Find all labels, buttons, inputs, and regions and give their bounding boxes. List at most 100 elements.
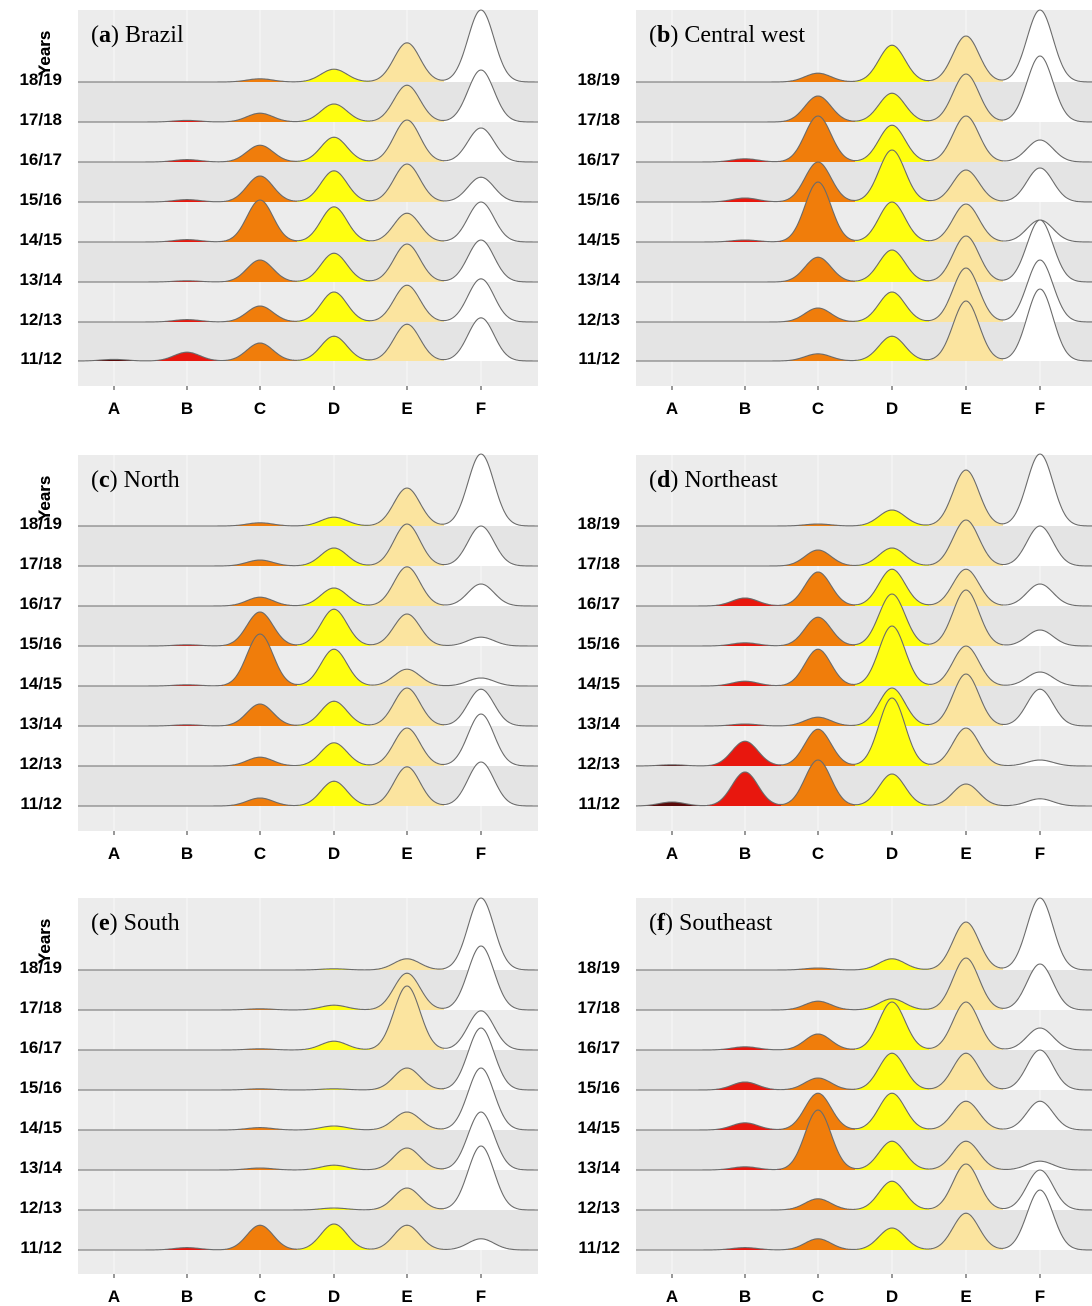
year-label: 14/15 xyxy=(577,230,620,249)
series-16-17 xyxy=(636,115,1092,163)
area-F xyxy=(444,177,518,202)
year-label: 11/12 xyxy=(20,1238,62,1257)
series-18-19 xyxy=(636,453,1092,527)
series-18-19 xyxy=(636,9,1092,83)
year-label: 11/12 xyxy=(20,794,62,813)
year-label: 13/14 xyxy=(577,714,620,733)
series-12-13 xyxy=(78,713,538,767)
area-E xyxy=(370,614,444,646)
area-D xyxy=(297,609,371,646)
series-13-14 xyxy=(78,687,538,727)
ridge-outline xyxy=(636,589,1092,647)
x-tick-label: C xyxy=(254,1287,266,1306)
area-D xyxy=(855,1002,929,1050)
x-tick-label: C xyxy=(812,844,824,863)
year-label: 12/13 xyxy=(19,754,62,773)
area-C xyxy=(223,560,297,566)
year-label: 13/14 xyxy=(19,714,62,733)
area-C xyxy=(781,1078,855,1090)
year-label: 12/13 xyxy=(577,754,620,773)
area-B xyxy=(150,352,224,361)
area-F xyxy=(1003,454,1077,526)
area-D xyxy=(855,569,929,606)
ridge-outline xyxy=(636,625,1092,687)
year-label: 17/18 xyxy=(19,110,62,129)
ridge-outline xyxy=(636,568,1092,607)
area-E xyxy=(370,1148,444,1170)
area-F xyxy=(444,1112,518,1170)
year-label: 17/18 xyxy=(577,554,620,573)
ridge-outline xyxy=(636,453,1092,527)
ridge-outline xyxy=(636,673,1092,727)
year-label: 16/17 xyxy=(577,150,620,169)
year-label: 11/12 xyxy=(578,1238,620,1257)
area-F xyxy=(1003,168,1077,202)
series-11-12 xyxy=(635,759,1092,807)
area-C xyxy=(781,617,855,646)
area-D xyxy=(855,336,929,361)
series-13-14 xyxy=(636,219,1092,283)
area-F xyxy=(1003,1161,1077,1170)
x-tick-label: A xyxy=(666,1287,678,1306)
ridge-outline xyxy=(636,181,1092,243)
panel-title: (e) South xyxy=(91,910,180,936)
ridge-outline xyxy=(78,523,538,567)
year-label: 11/12 xyxy=(578,794,620,813)
year-label: 16/17 xyxy=(577,1038,620,1057)
x-tick-label: B xyxy=(181,399,193,418)
x-tick-label: A xyxy=(108,844,120,863)
year-label: 16/17 xyxy=(19,150,62,169)
area-D xyxy=(297,649,371,686)
area-E xyxy=(929,1141,1003,1170)
y-axis-title: Years xyxy=(35,476,54,521)
area-C xyxy=(223,704,297,726)
ridge-outline xyxy=(78,713,538,767)
series-18-19 xyxy=(78,9,539,83)
panel-c: 18/19 17/18 16/17 15/16 14/15 13/14 12/13 11/12… xyxy=(19,453,539,863)
row-band xyxy=(636,606,1092,646)
x-tick-label: D xyxy=(328,1287,340,1306)
area-D xyxy=(297,517,371,526)
year-label: 16/17 xyxy=(19,1038,62,1057)
area-C xyxy=(223,612,297,646)
series-12-13 xyxy=(636,1163,1092,1211)
area-C xyxy=(781,1198,855,1210)
area-E xyxy=(370,524,444,566)
area-F xyxy=(444,526,518,566)
area-D xyxy=(855,1093,929,1130)
area-C xyxy=(781,116,855,162)
ridge-outline xyxy=(78,69,538,123)
area-D xyxy=(855,1181,929,1210)
year-label: 17/18 xyxy=(19,998,62,1017)
area-C xyxy=(223,634,297,686)
area-F xyxy=(444,898,518,970)
area-C xyxy=(781,257,855,282)
area-D xyxy=(297,137,371,162)
area-E xyxy=(929,674,1003,726)
x-tick-label: D xyxy=(886,1287,898,1306)
x-tick-label: A xyxy=(666,399,678,418)
ridge-outline xyxy=(636,9,1092,83)
area-D xyxy=(297,206,371,242)
area-E xyxy=(929,268,1003,322)
series-11-12 xyxy=(636,1189,1092,1251)
series-14-15 xyxy=(78,633,538,687)
panel-f: 18/19 17/18 16/17 15/16 14/15 13/14 12/13 11/12… xyxy=(35,897,1092,1306)
x-tick-label: F xyxy=(1035,399,1045,418)
ridge-outline xyxy=(78,1111,539,1171)
area-B xyxy=(708,772,782,806)
year-label: 15/16 xyxy=(19,634,62,653)
area-D xyxy=(855,125,929,162)
series-13-14 xyxy=(78,239,538,283)
series-15-16 xyxy=(636,1049,1092,1091)
row-band xyxy=(636,1130,1092,1170)
ridge-outline xyxy=(636,219,1092,283)
area-F xyxy=(444,714,518,766)
series-16-17 xyxy=(78,566,538,607)
area-C xyxy=(223,176,297,202)
area-E xyxy=(370,566,444,606)
area-C xyxy=(223,1225,297,1250)
ridge-outline xyxy=(636,1189,1092,1251)
area-D xyxy=(855,1228,929,1250)
ridge-outline xyxy=(78,761,538,807)
